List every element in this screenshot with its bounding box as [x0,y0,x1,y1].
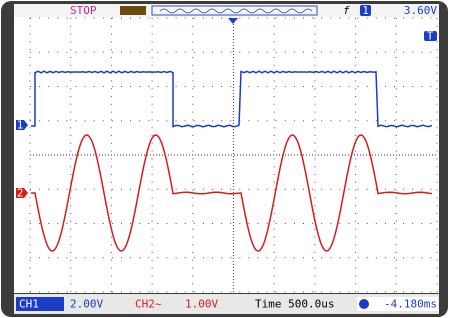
page: {"status": "STOP", "trigger": {"channel"… [0,0,449,318]
edge-icon: f [343,4,350,17]
ch1-scale: 2.00V [70,298,103,311]
ch2-label: CH2~ [135,298,162,311]
ch2-scale: 1.00V [185,298,218,311]
trigger-channel: 1 [362,4,369,17]
timebase: Time 500.0us [255,298,334,311]
scope-screen: STOP f 1 3.60V T 1 2 CH1 2.00V CH2~ 1.00… [0,0,449,318]
ch1-label: CH1 [19,298,39,311]
trigger-level: 3.60V [404,4,437,17]
run-status: STOP [70,4,97,17]
ch2-marker: 2 [17,187,24,200]
memory-icon [120,6,146,15]
offset-icon [359,299,369,309]
trigger-marker: T [427,30,434,43]
ch1-marker: 1 [17,119,24,132]
time-offset: -4.180ms [384,298,437,311]
